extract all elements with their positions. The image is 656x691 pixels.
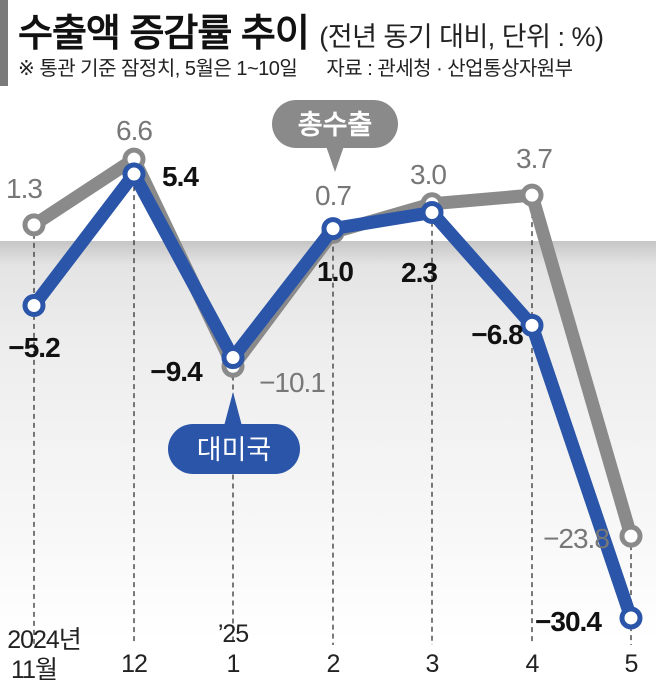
x-tick-label: 4 (525, 650, 540, 678)
data-label: 0.7 (315, 180, 351, 211)
data-label: 6.6 (116, 115, 152, 146)
us-exports-marker (221, 346, 245, 370)
chart-note: ※ 통관 기준 잠정치, 5월은 1~10일 (18, 58, 298, 80)
data-label: 3.7 (516, 143, 552, 174)
data-label: −30.4 (535, 606, 602, 637)
data-label: 3.0 (410, 159, 446, 190)
us-callout-bubble (168, 424, 300, 474)
us-callout-label: 대미국 (197, 435, 272, 465)
data-label: 1.0 (317, 256, 353, 287)
total-exports-marker (619, 524, 643, 548)
us-exports-marker (619, 606, 643, 630)
x-tick-label: 12 (121, 650, 148, 678)
data-label: −10.1 (259, 367, 325, 398)
chart-title-row: 수출액 증감률 추이 (전년 동기 대비, 단위 : %) (18, 2, 604, 57)
data-label: −6.8 (471, 319, 523, 350)
x-tick-label: 1 (226, 650, 241, 678)
data-label: −9.4 (150, 356, 203, 387)
header-accent-bar (0, 0, 8, 86)
us-exports-marker (520, 313, 544, 337)
data-labels: 1.3 6.6 −10.1 0.7 3.0 3.7 −23.8 −5.2 5.4 −9.4 1.0 2… (6, 115, 610, 637)
series-us-exports (22, 162, 643, 630)
total-exports-marker (22, 213, 46, 237)
us-exports-marker (321, 217, 345, 241)
data-label: 2.3 (401, 257, 437, 288)
us-exports-marker (122, 162, 146, 186)
x-year-label: ’25 (217, 620, 249, 648)
chart-subtitle: (전년 동기 대비, 단위 : %) (319, 22, 604, 52)
negative-region-band (0, 241, 656, 641)
chart-source: 자료 : 관세청 · 산업통상자원부 (326, 58, 573, 80)
total-callout-label: 총수출 (298, 110, 373, 140)
total-exports-marker (520, 183, 544, 207)
chart-note-row: ※ 통관 기준 잠정치, 5월은 1~10일 자료 : 관세청 · 산업통상자원… (18, 52, 573, 81)
x-year-label: 2024년 (7, 626, 82, 654)
us-exports-marker (22, 293, 46, 317)
total-callout-bubble (272, 100, 398, 148)
data-label: −5.2 (8, 332, 60, 363)
us-exports-marker (420, 200, 444, 224)
data-label: 5.4 (162, 161, 199, 192)
x-tick-label: 5 (624, 650, 639, 678)
data-label: 1.3 (6, 173, 42, 204)
data-label: −23.8 (543, 523, 609, 554)
chart-title: 수출액 증감률 추이 (18, 13, 310, 55)
x-tick-label: 11월 (11, 656, 58, 684)
x-tick-label: 2 (326, 650, 341, 678)
x-tick-label: 3 (425, 650, 440, 678)
